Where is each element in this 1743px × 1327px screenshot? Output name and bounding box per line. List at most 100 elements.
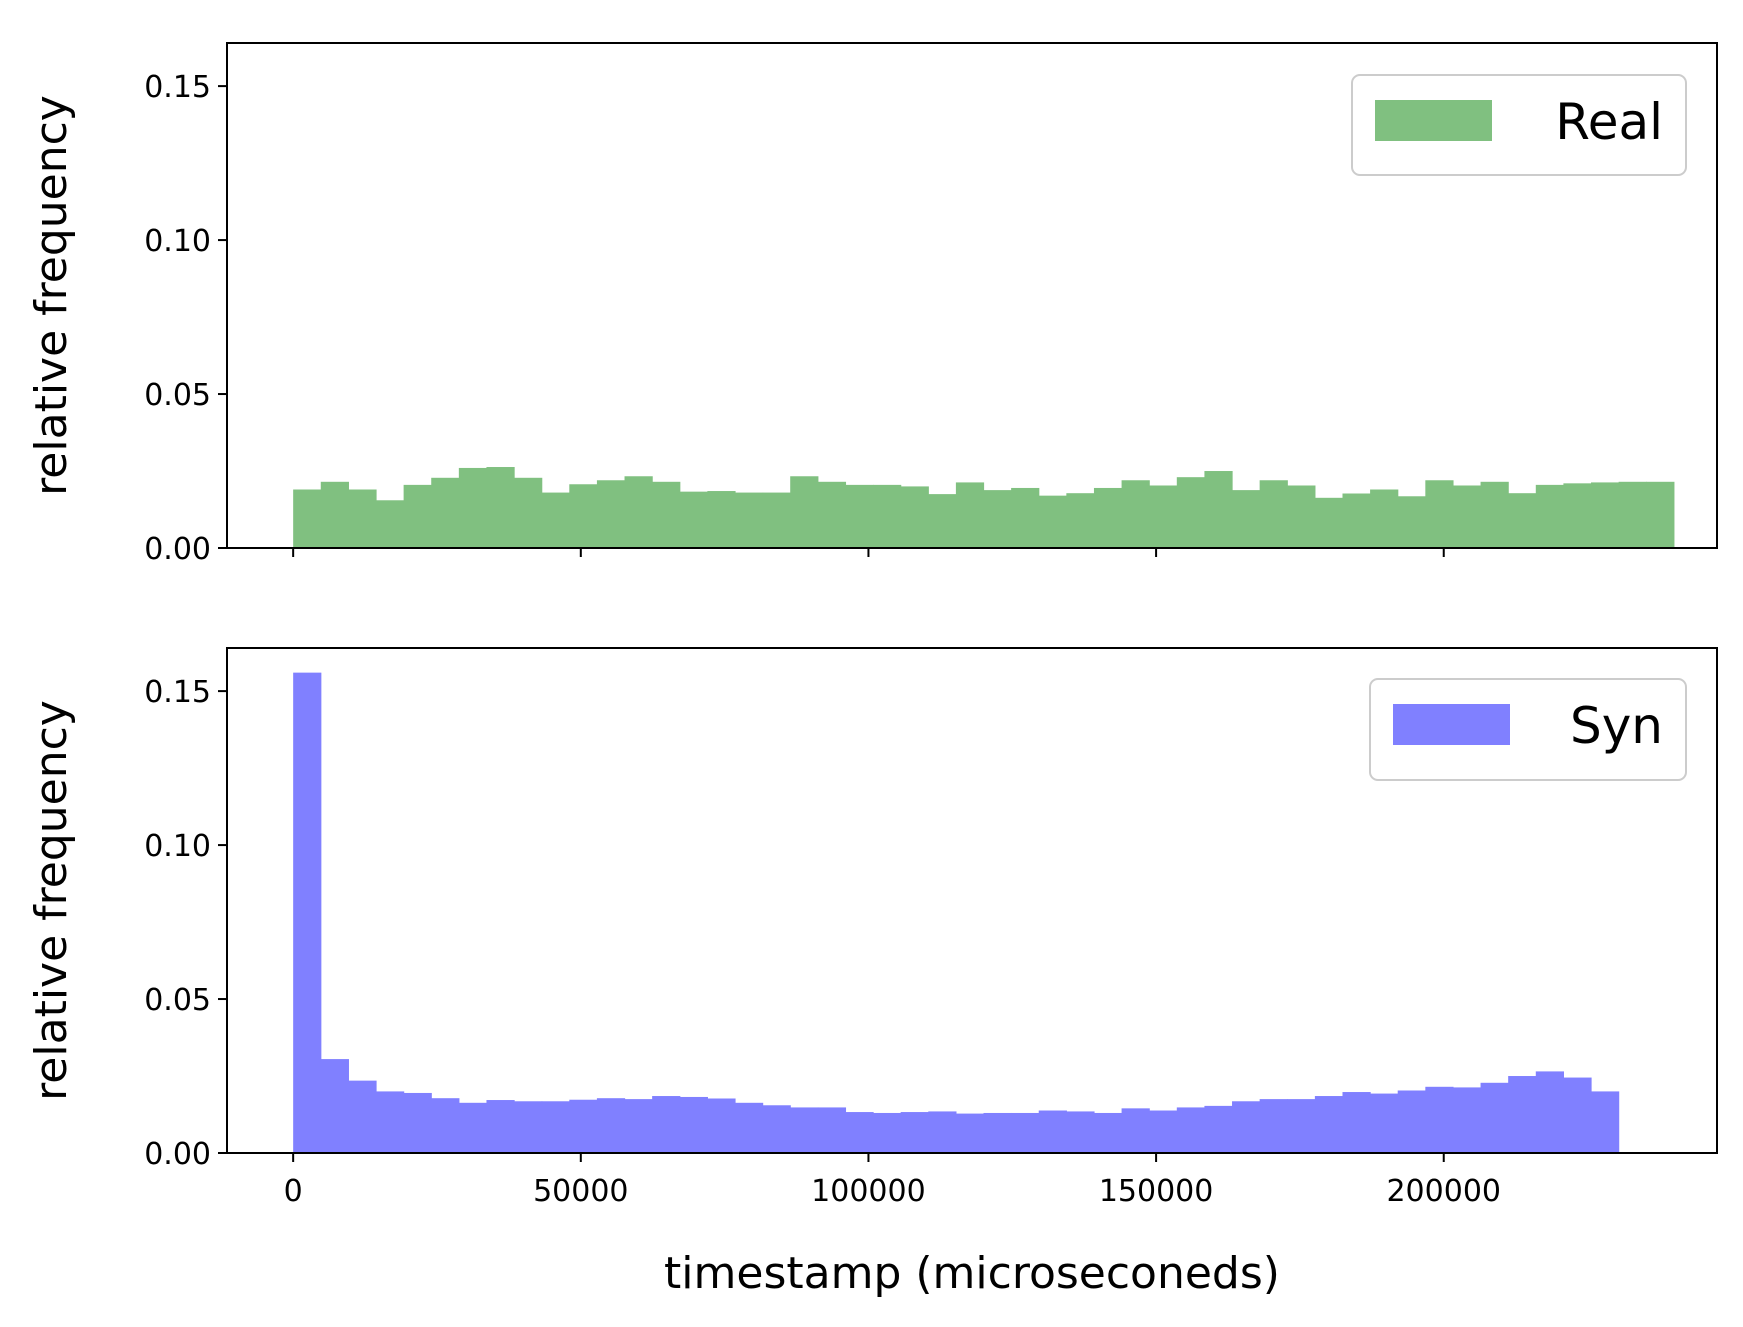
syn-bar [707, 1098, 736, 1153]
syn-legend-swatch [1393, 704, 1510, 745]
real-bar [1425, 480, 1454, 548]
syn-bar [1259, 1099, 1288, 1153]
syn-x-tick-label: 50000 [533, 1174, 628, 1209]
real-bar [1508, 493, 1537, 548]
syn-y-tick-label: 0.00 [144, 1137, 211, 1172]
syn-bar [983, 1112, 1012, 1153]
real-x-ticks [292, 548, 1445, 557]
syn-bar [486, 1100, 515, 1153]
syn-y-tick-label: 0.15 [144, 675, 211, 710]
syn-bar [734, 1102, 764, 1153]
syn-bar [845, 1112, 874, 1153]
syn-bar [569, 1099, 598, 1153]
syn-bar [1591, 1091, 1620, 1153]
real-legend: Real [1351, 74, 1687, 176]
syn-bar [1121, 1108, 1150, 1153]
syn-bars [293, 672, 1620, 1153]
syn-y-axis-label: relative frequency [26, 700, 77, 1101]
real-y-tick-label: 0.10 [144, 224, 211, 259]
real-bar [376, 500, 405, 548]
real-y-tick-label: 0.15 [144, 70, 211, 105]
real-bar [596, 480, 626, 548]
syn-bar [900, 1112, 929, 1153]
real-y-tick-label: 0.00 [144, 532, 211, 567]
real-bar [1480, 481, 1509, 548]
syn-y-ticks: 0.00 0.05 0.10 0.15 [144, 675, 227, 1172]
real-bar [734, 492, 764, 548]
real-bar [1591, 482, 1620, 548]
real-bar [679, 491, 708, 548]
syn-x-tick-label: 200000 [1386, 1174, 1501, 1209]
syn-bar [1066, 1111, 1095, 1153]
syn-bar [652, 1096, 681, 1153]
real-bar [762, 492, 791, 548]
real-bar [955, 482, 985, 548]
syn-legend-label: Syn [1570, 697, 1663, 755]
real-histogram-panel: 0.00 0.05 0.10 0.15 relative frequency Real [26, 42, 1718, 567]
real-bar [1397, 496, 1426, 548]
real-bar [514, 477, 543, 548]
syn-x-tick-label: 150000 [1099, 1174, 1214, 1209]
real-bar [1452, 485, 1482, 548]
real-bar [1204, 471, 1233, 548]
real-y-axis-label: relative frequency [26, 95, 77, 496]
real-bar [900, 486, 929, 548]
real-bar [1149, 485, 1178, 548]
real-bar [1121, 480, 1150, 548]
real-axes-frame [226, 42, 1718, 549]
syn-bar [1232, 1101, 1261, 1153]
real-y-ticks: 0.00 0.05 0.10 0.15 [144, 70, 227, 567]
syn-bar [541, 1101, 570, 1153]
real-bar [1535, 484, 1564, 548]
real-bar [1011, 487, 1040, 548]
syn-bar [1425, 1086, 1454, 1153]
syn-bar [1149, 1110, 1178, 1153]
real-bar [1259, 480, 1288, 548]
real-bar [1563, 483, 1592, 548]
real-bar [1287, 485, 1316, 548]
real-bars [293, 467, 1675, 548]
syn-bar [762, 1105, 791, 1153]
real-bar [1370, 489, 1399, 548]
syn-bar [1038, 1110, 1067, 1153]
real-bar [569, 484, 598, 548]
real-bar [652, 481, 681, 548]
real-bar [624, 476, 653, 548]
syn-bar [790, 1107, 819, 1153]
real-bar [790, 476, 819, 548]
syn-bar [679, 1096, 708, 1153]
real-bar [817, 481, 847, 548]
syn-bar [624, 1099, 653, 1153]
syn-bar [1452, 1087, 1482, 1153]
syn-x-tick-label: 100000 [811, 1174, 926, 1209]
syn-x-ticks: 0 50000 100000 150000 200000 [284, 1153, 1501, 1209]
syn-bar [1011, 1112, 1040, 1153]
real-bar [1646, 481, 1675, 548]
real-bar [320, 481, 349, 548]
x-axis-label: timestamp (microseconeds) [664, 1248, 1280, 1299]
real-bar [1093, 487, 1123, 548]
real-bar [293, 489, 322, 548]
real-bar [1038, 495, 1067, 548]
syn-bar [376, 1091, 405, 1153]
real-bar [1314, 497, 1344, 548]
syn-bar [1176, 1107, 1206, 1153]
real-bar [1342, 493, 1371, 548]
syn-bar [1480, 1082, 1509, 1153]
syn-bar [1535, 1071, 1564, 1153]
syn-bar [1563, 1077, 1592, 1153]
syn-bar [1204, 1105, 1233, 1153]
syn-bar [873, 1112, 902, 1153]
real-bar [541, 492, 570, 548]
syn-legend: Syn [1369, 678, 1687, 781]
syn-bar [1370, 1093, 1399, 1153]
syn-bar [458, 1102, 488, 1153]
syn-bar [293, 672, 322, 1153]
syn-histogram-panel: 0.00 0.05 0.10 0.15 0 50000 100000 150000 20000… [26, 647, 1718, 1299]
real-bar [458, 467, 488, 548]
real-bar [845, 484, 874, 548]
syn-bar [403, 1092, 432, 1153]
real-bar [873, 484, 902, 548]
syn-x-tick-label: 0 [284, 1174, 303, 1209]
